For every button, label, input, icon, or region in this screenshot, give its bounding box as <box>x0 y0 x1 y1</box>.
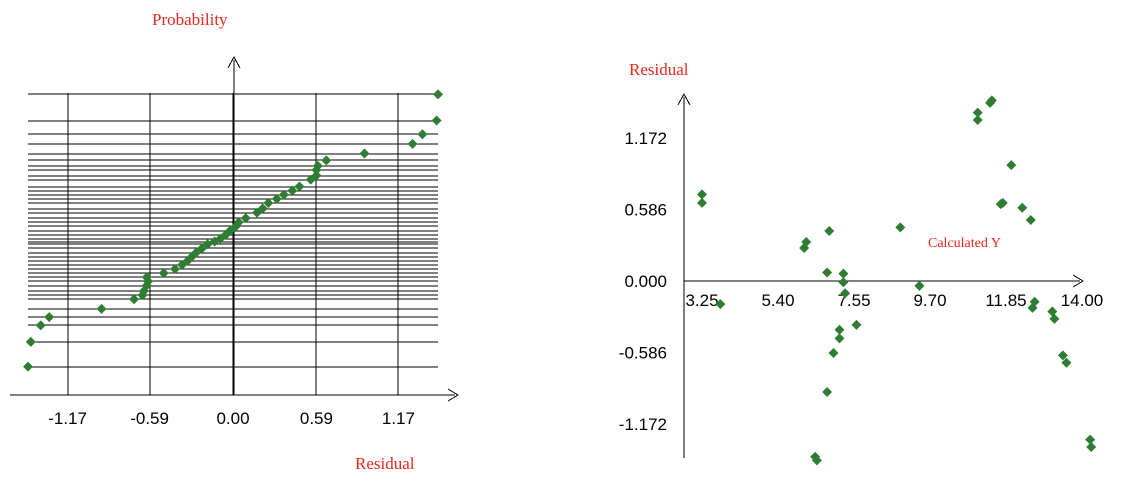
left-x-tick-label: 1.17 <box>382 409 415 428</box>
left-x-axis-arrow <box>447 388 459 402</box>
left-x-axis-label: Residual <box>355 454 415 473</box>
right-point <box>822 267 833 278</box>
right-point <box>997 197 1008 208</box>
right-y-tick-label: -1.172 <box>619 415 667 434</box>
right-point <box>972 114 983 125</box>
right-point <box>1057 350 1068 361</box>
right-x-tick-labels: 3.25 5.40 7.55 9.70 11.85 14.00 <box>685 291 1103 310</box>
left-tick-labels: -1.17 -0.59 0.00 0.59 1.17 <box>48 409 415 428</box>
left-point <box>35 320 46 331</box>
left-x-tick-label: -1.17 <box>48 409 87 428</box>
left-point <box>321 155 332 166</box>
left-point <box>25 336 36 347</box>
right-point <box>1029 296 1040 307</box>
right-point <box>834 324 845 335</box>
left-point <box>240 213 251 224</box>
right-point <box>811 455 822 466</box>
right-x-tick-label: 9.70 <box>913 291 946 310</box>
right-x-axis-arrow <box>1072 274 1084 288</box>
right-x-tick-label: 14.00 <box>1061 291 1104 310</box>
left-x-tick-label: 0.00 <box>216 409 249 428</box>
right-x-tick-label: 11.85 <box>985 291 1026 310</box>
right-y-tick-label: 0.586 <box>624 201 667 220</box>
right-point <box>1061 357 1072 368</box>
right-point <box>840 288 851 299</box>
right-point <box>986 95 997 106</box>
left-point <box>96 303 107 314</box>
left-point <box>158 268 169 279</box>
right-point <box>824 225 835 236</box>
right-point <box>972 107 983 118</box>
right-point <box>1047 306 1058 317</box>
left-point <box>170 264 181 274</box>
left-y-axis-label: Probability <box>152 10 228 29</box>
right-point <box>1049 313 1060 324</box>
left-point <box>278 189 289 200</box>
right-x-axis-label: Calculated Y <box>928 236 1001 251</box>
right-y-tick-label: -0.586 <box>619 344 667 363</box>
left-point <box>271 193 282 204</box>
left-point <box>129 294 140 305</box>
right-points <box>697 95 1097 466</box>
left-point <box>431 115 442 126</box>
left-point <box>407 138 418 149</box>
right-point <box>697 189 707 200</box>
left-point <box>433 89 443 100</box>
right-point <box>1025 214 1036 225</box>
left-point <box>311 170 322 181</box>
left-point <box>141 272 152 283</box>
residual-plot: Residual Calculated Y 1.172 0.586 0.000 -0.… <box>619 60 1103 466</box>
left-point <box>233 217 244 228</box>
right-point <box>1006 160 1017 171</box>
left-points <box>23 89 443 372</box>
right-point <box>914 280 925 291</box>
right-point <box>895 222 906 233</box>
right-y-tick-label: 0.000 <box>624 272 667 291</box>
right-point <box>851 319 862 330</box>
left-point <box>263 198 274 208</box>
right-point <box>822 387 833 398</box>
left-x-tick-label: 0.59 <box>300 409 333 428</box>
right-point <box>838 268 849 279</box>
left-x-tick-label: -0.59 <box>130 409 169 428</box>
right-point <box>1086 441 1097 452</box>
left-point <box>312 160 323 171</box>
right-point <box>838 277 849 288</box>
right-point <box>1085 434 1096 445</box>
left-point <box>287 185 298 196</box>
right-y-tick-labels: 1.172 0.586 0.000 -0.586 -1.172 <box>619 129 667 434</box>
right-point <box>828 347 839 358</box>
right-y-axis-label: Residual <box>629 60 689 79</box>
left-point <box>294 181 305 192</box>
left-point <box>257 203 268 214</box>
right-point <box>697 197 707 208</box>
left-point <box>359 148 370 159</box>
right-x-tick-label: 5.40 <box>761 291 794 310</box>
right-point <box>715 299 726 310</box>
right-y-axis-arrow <box>677 92 691 106</box>
right-point <box>834 333 845 344</box>
left-y-axis-arrow <box>227 55 241 69</box>
left-point <box>417 129 428 140</box>
left-grid <box>28 93 438 395</box>
right-y-tick-label: 1.172 <box>624 129 667 148</box>
left-point <box>44 312 55 323</box>
normal-probability-plot: Probability Residual -1.17 -0.59 0.00 0.59 1… <box>10 10 459 473</box>
right-point <box>801 236 812 247</box>
right-x-tick-label: 3.25 <box>685 291 718 310</box>
left-point <box>23 361 33 372</box>
right-point <box>1017 202 1028 213</box>
